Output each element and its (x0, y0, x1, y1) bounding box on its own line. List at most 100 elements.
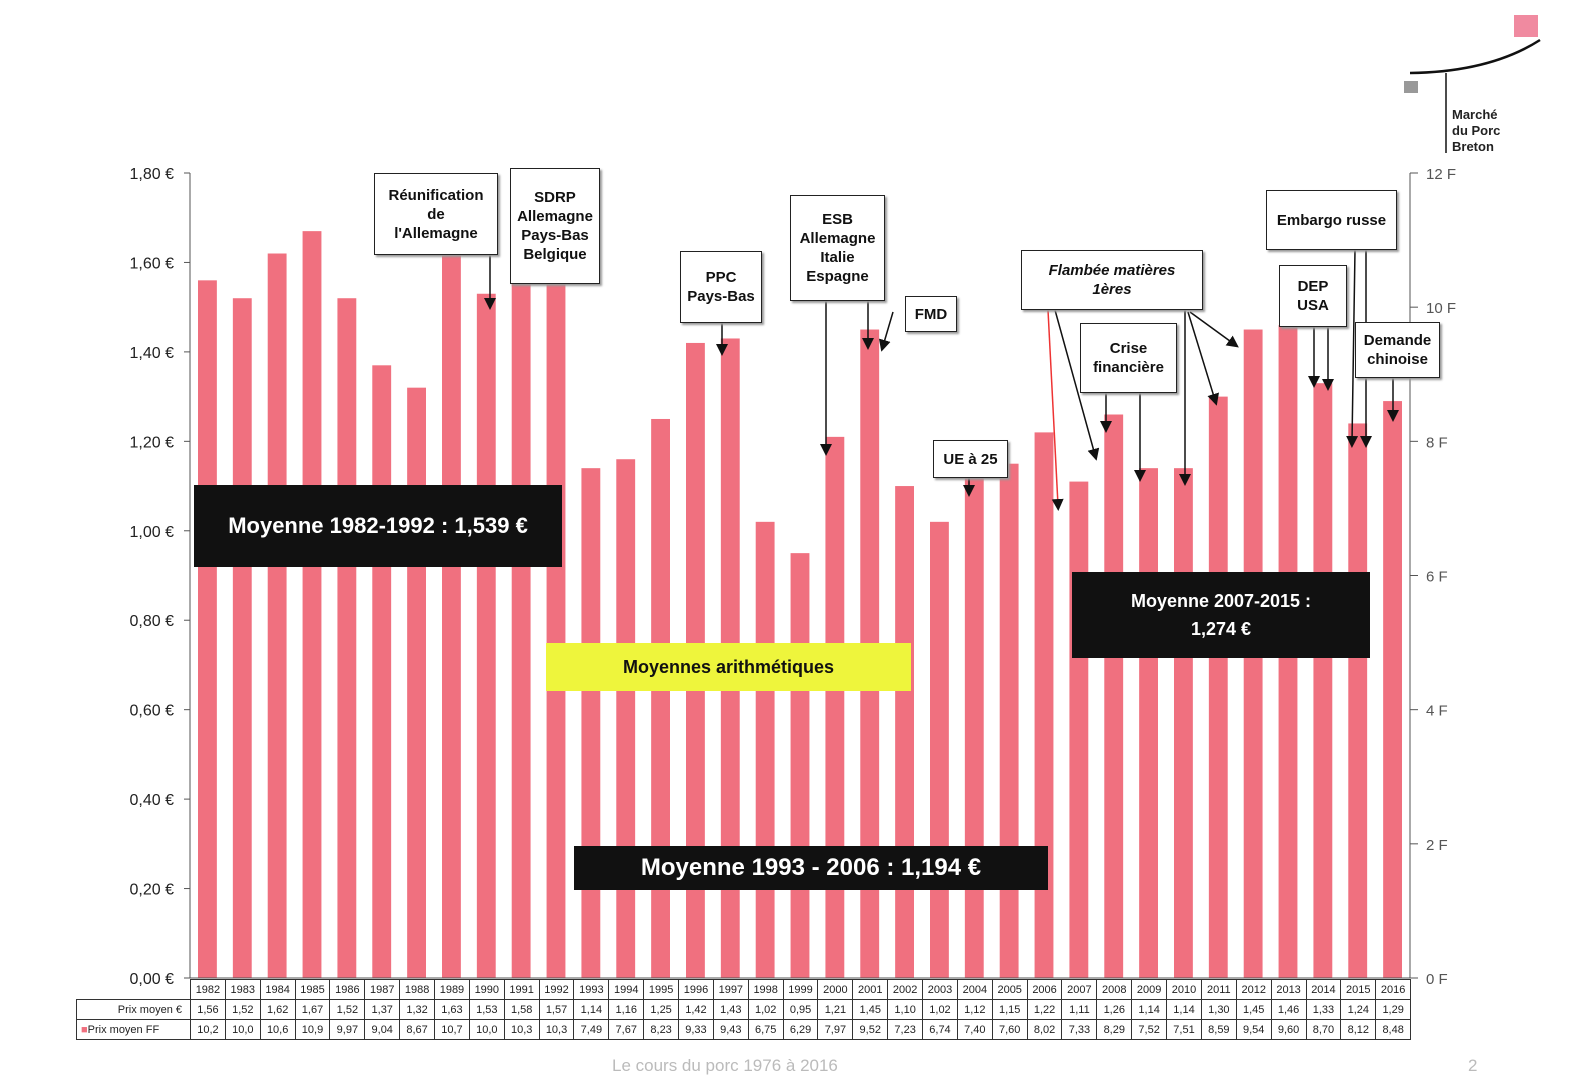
x-tick-label: 2013 (1270, 979, 1307, 1000)
x-tick-label: 2009 (1131, 979, 1168, 1000)
x-tick-label: 1987 (364, 979, 401, 1000)
cell-ff: 10,7 (434, 1019, 470, 1040)
average-1993-2006: Moyenne 1993 - 2006 : 1,194 € (574, 846, 1048, 890)
bar-1995 (651, 418, 670, 978)
bar-1991 (511, 271, 531, 978)
bar-1998 (755, 521, 775, 978)
cell-ff: 9,33 (678, 1019, 714, 1040)
bar-1982 (198, 280, 217, 978)
bar-1999 (790, 553, 810, 978)
y-tick-label: 1,40 € (130, 345, 175, 362)
annotation-crise: Crise financière (1080, 323, 1177, 393)
cell-eur: 0,95 (782, 999, 819, 1020)
cell-eur: 1,14 (573, 999, 610, 1020)
footer-title: Le cours du porc 1976 à 2016 (612, 1056, 838, 1075)
bar-2010 (1174, 468, 1193, 978)
bar-2002 (895, 486, 914, 978)
x-tick-label: 2001 (852, 979, 889, 1000)
bar-1988 (407, 387, 426, 979)
y2-tick-label: 10 F (1426, 300, 1456, 317)
bar-2006 (1034, 432, 1054, 978)
y-tick-label: 1,00 € (130, 524, 175, 541)
cell-ff: 10,3 (538, 1019, 575, 1040)
cell-ff: 8,48 (1375, 1019, 1412, 1040)
y2-tick-label: 6 F (1426, 569, 1448, 586)
y-tick-label: 0,40 € (130, 792, 175, 809)
cell-eur: 1,53 (468, 999, 505, 1020)
cell-eur: 1,15 (991, 999, 1028, 1020)
x-tick-label: 2008 (1096, 979, 1133, 1000)
cell-eur: 1,24 (1340, 999, 1377, 1020)
x-tick-label: 2016 (1375, 979, 1412, 1000)
cell-ff: 9,04 (364, 1019, 401, 1040)
bar-1990 (476, 293, 496, 978)
cell-ff: 10,9 (294, 1019, 331, 1040)
bar-1985 (302, 231, 322, 978)
cell-ff: 8,02 (1026, 1019, 1063, 1040)
cell-ff: 10,3 (503, 1019, 540, 1040)
cell-ff: 8,67 (399, 1019, 436, 1040)
bar-1984 (267, 253, 287, 978)
row-label-eur: Prix moyen € (76, 999, 191, 1020)
cell-eur: 1,14 (1131, 999, 1168, 1020)
row-label-ff-text: Prix moyen FF (87, 1023, 160, 1036)
cell-ff: 7,33 (1061, 1019, 1098, 1040)
annotation-ue25: UE à 25 (933, 440, 1008, 478)
x-tick-label: 2011 (1200, 979, 1237, 1000)
cell-ff: 10,2 (190, 1019, 226, 1040)
cell-eur: 1,43 (712, 999, 749, 1020)
x-tick-label: 1993 (573, 979, 610, 1000)
cell-ff: 7,23 (887, 1019, 924, 1040)
cell-ff: 9,54 (1235, 1019, 1272, 1040)
x-tick-label: 1998 (747, 979, 784, 1000)
cell-ff: 9,60 (1270, 1019, 1307, 1040)
cell-eur: 1,45 (852, 999, 889, 1020)
x-tick-label: 1990 (468, 979, 505, 1000)
annotation-embargo: Embargo russe (1266, 190, 1397, 250)
x-tick-label: 1986 (329, 979, 366, 1000)
cell-eur: 1,02 (922, 999, 958, 1020)
annotation-dep: DEP USA (1279, 265, 1347, 327)
x-tick-label: 1983 (224, 979, 261, 1000)
bar-2004 (964, 477, 984, 978)
cell-eur: 1,62 (259, 999, 296, 1020)
cell-eur: 1,63 (434, 999, 470, 1020)
x-tick-label: 1989 (434, 979, 470, 1000)
y2-tick-label: 4 F (1426, 703, 1448, 720)
annotation-ppc: PPC Pays-Bas (680, 251, 762, 323)
y-tick-label: 1,60 € (130, 255, 175, 272)
bar-1986 (337, 298, 357, 978)
cell-ff: 6,75 (747, 1019, 784, 1040)
y-tick-label: 1,80 € (130, 166, 175, 183)
bar-1992 (546, 275, 566, 979)
x-tick-label: 2006 (1026, 979, 1063, 1000)
bar-1983 (232, 298, 252, 978)
bar-2016 (1383, 401, 1402, 978)
cell-ff: 8,23 (643, 1019, 680, 1040)
cell-ff: 8,12 (1340, 1019, 1377, 1040)
logo (1404, 15, 1541, 153)
cell-eur: 1,21 (817, 999, 854, 1020)
annotation-flambee: Flambée matières 1ères (1021, 250, 1203, 310)
cell-ff: 7,52 (1131, 1019, 1168, 1040)
logo-text: Marché du Porc Breton (1452, 107, 1501, 154)
x-tick-label: 2003 (922, 979, 958, 1000)
y2-tick-label: 8 F (1426, 434, 1448, 451)
annotation-demande: Demande chinoise (1355, 322, 1440, 378)
cell-eur: 1,58 (503, 999, 540, 1020)
y-tick-label: 1,20 € (130, 434, 175, 451)
cell-eur: 1,67 (294, 999, 331, 1020)
x-tick-label: 1985 (294, 979, 331, 1000)
cell-ff: 7,60 (991, 1019, 1028, 1040)
cell-ff: 8,59 (1200, 1019, 1237, 1040)
x-tick-label: 1994 (608, 979, 645, 1000)
x-tick-label: 1996 (678, 979, 714, 1000)
x-tick-label: 2002 (887, 979, 924, 1000)
cell-eur: 1,25 (643, 999, 680, 1020)
x-tick-label: 2000 (817, 979, 854, 1000)
cell-eur: 1,14 (1166, 999, 1202, 1020)
cell-eur: 1,29 (1375, 999, 1412, 1020)
cell-ff: 7,97 (817, 1019, 854, 1040)
cell-ff: 7,40 (956, 1019, 993, 1040)
cell-ff: 7,67 (608, 1019, 645, 1040)
